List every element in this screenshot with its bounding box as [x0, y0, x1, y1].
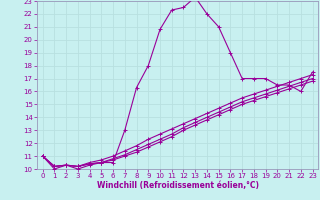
- X-axis label: Windchill (Refroidissement éolien,°C): Windchill (Refroidissement éolien,°C): [97, 181, 259, 190]
